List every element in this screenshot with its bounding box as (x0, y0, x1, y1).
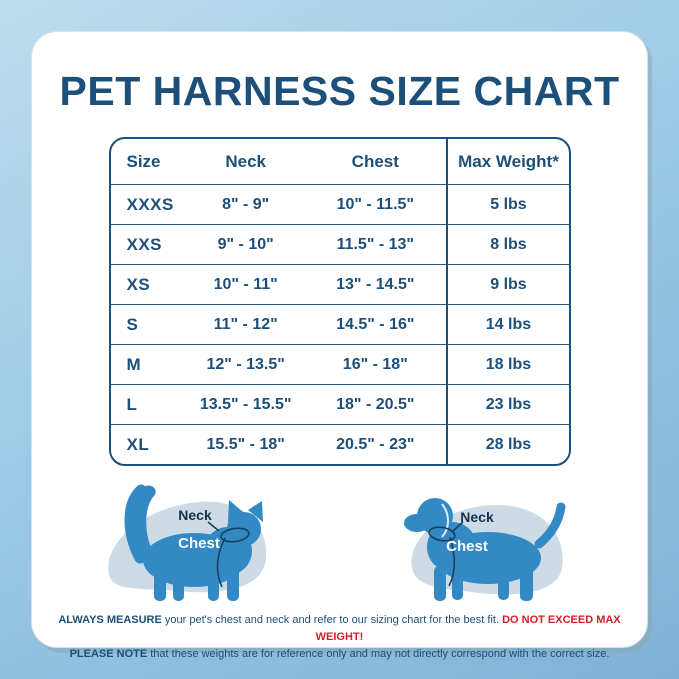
table-row: XXXS 8" - 9" 10" - 11.5" 5 lbs (110, 184, 569, 225)
footer-line-1-body: your pet's chest and neck and refer to o… (161, 614, 503, 626)
dog-neck-pointer (452, 521, 464, 532)
please-note-text: PLEASE NOTE (69, 648, 148, 661)
table-row: M 12" - 13.5" 16" - 18" 18 lbs (110, 344, 569, 385)
max-weight-cell: 8 lbs (446, 224, 569, 265)
chest-cell: 11.5" - 13" (336, 235, 415, 253)
size-cell: XL (126, 434, 150, 454)
table-row: XXS 9" - 10" 11.5" - 13" 8 lbs (110, 224, 569, 265)
chest-cell: 18" - 20.5" (336, 395, 415, 413)
always-measure-text: ALWAYS MEASURE (58, 614, 162, 626)
max-weight-cell: 28 lbs (446, 424, 569, 464)
col-header-size: Size (126, 151, 161, 171)
chest-cell: 20.5" - 23" (336, 435, 415, 453)
dog-chest-strap (448, 536, 456, 587)
dog-illustration: Neck Chest (404, 498, 566, 601)
dog-chest-label: Chest (446, 538, 488, 555)
footer-line-2: PLEASE NOTE that these weights are for r… (42, 646, 638, 663)
neck-cell: 11" - 12" (213, 315, 278, 333)
col-header-chest: Chest (351, 151, 399, 171)
dog-neck-label: Neck (460, 509, 494, 525)
max-weight-cell: 9 lbs (446, 264, 569, 305)
cat-neck-loop (220, 527, 250, 543)
neck-cell: 10" - 11" (213, 275, 278, 293)
size-cell: XXXS (126, 194, 174, 214)
size-cell: S (126, 314, 139, 334)
max-weight-cell: 5 lbs (446, 184, 569, 225)
table-row: L 13.5" - 15.5" 18" - 20.5" 23 lbs (110, 384, 569, 425)
table-row: XS 10" - 11" 13" - 14.5" 9 lbs (110, 264, 569, 305)
cat-silhouette (124, 484, 263, 601)
dog-neck-loop (428, 526, 456, 542)
chest-cell: 14.5" - 16" (336, 315, 415, 333)
neck-cell: 13.5" - 15.5" (199, 395, 292, 413)
cat-harness-lines (207, 521, 250, 588)
neck-cell: 8" - 9" (222, 195, 270, 213)
cat-neck-label: Neck (178, 507, 212, 523)
size-chart-card: PET HARNESS SIZE CHART Size Neck Chest M… (31, 31, 648, 660)
max-weight-cell: 14 lbs (446, 304, 569, 345)
chest-cell: 13" - 14.5" (336, 275, 415, 293)
size-cell: M (126, 354, 142, 374)
size-table-grid: Size Neck Chest Max Weight* XXXS 8" - 9"… (110, 139, 569, 464)
cat-chest-label: Chest (178, 535, 220, 552)
size-table: Size Neck Chest Max Weight* XXXS 8" - 9"… (108, 137, 571, 466)
size-cell: XXS (126, 234, 163, 254)
measurement-diagrams: Neck Chest Neck (32, 466, 647, 604)
max-weight-warning: DO NOT EXCEED MAX WEIGHT! (315, 614, 621, 644)
col-header-neck: Neck (225, 151, 266, 171)
col-header-max-weight: Max Weight* (446, 139, 569, 185)
chest-cell: 16" - 18" (342, 355, 408, 373)
table-row: S 11" - 12" 14.5" - 16" 14 lbs (110, 304, 569, 345)
cat-chest-strap (216, 537, 226, 588)
footer-line-2-body: that these weights are for reference onl… (147, 648, 610, 661)
max-weight-cell: 18 lbs (446, 344, 569, 385)
chest-cell: 10" - 11.5" (336, 195, 415, 213)
max-weight-cell: 23 lbs (446, 384, 569, 425)
footer-note: ALWAYS MEASURE your pet's chest and neck… (42, 612, 638, 663)
page-title: PET HARNESS SIZE CHART (59, 68, 620, 114)
table-row: XL 15.5" - 18" 20.5" - 23" 28 lbs (110, 424, 569, 464)
cat-neck-pointer (207, 521, 220, 532)
neck-cell: 15.5" - 18" (206, 435, 285, 453)
footer-line-1: ALWAYS MEASURE your pet's chest and neck… (42, 612, 638, 646)
dog-harness-lines (428, 521, 464, 587)
cat-illustration: Neck Chest (108, 484, 267, 601)
size-cell: L (126, 394, 138, 414)
size-cell: XS (126, 274, 151, 294)
neck-cell: 12" - 13.5" (206, 355, 285, 373)
table-header-row: Size Neck Chest Max Weight* (111, 139, 569, 185)
neck-cell: 9" - 10" (217, 235, 274, 253)
dog-silhouette (404, 498, 566, 601)
dog-ear-line (441, 503, 449, 538)
